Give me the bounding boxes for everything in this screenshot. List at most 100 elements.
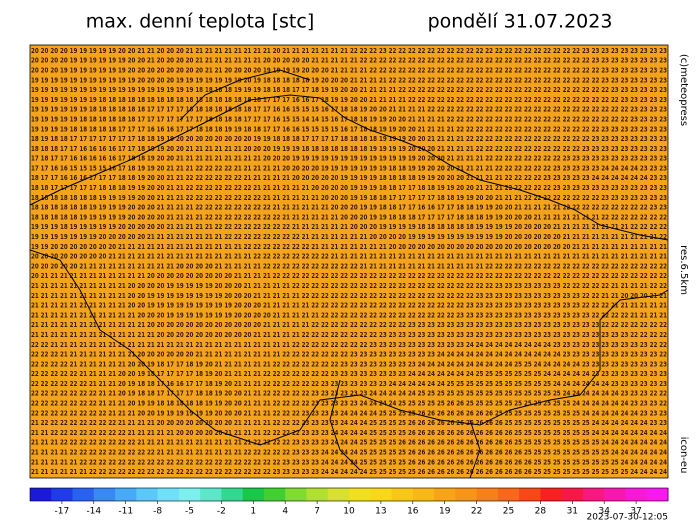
colorbar-segment: [327, 488, 350, 501]
colorbar-segment: [30, 488, 52, 501]
value-row: 18 18 17 17 17 17 17 18 18 18 19 19 20 2…: [31, 184, 667, 192]
colorbar-segment: [263, 488, 286, 501]
value-row: 21 21 21 21 21 21 21 21 21 21 21 21 20 2…: [31, 321, 667, 329]
colorbar-segment: [349, 488, 371, 501]
value-row: 22 22 22 22 22 21 21 21 21 20 20 19 18 1…: [31, 370, 667, 378]
colorbar-segment: [178, 488, 201, 501]
colorbar-segment: [519, 488, 541, 501]
value-row: 19 19 19 19 19 19 19 19 19 19 19 20 20 2…: [31, 76, 667, 84]
colorbar-label: 28: [535, 507, 547, 517]
timestamp: 2023-07-30-12:05: [587, 513, 669, 523]
border-south: [29, 249, 669, 446]
value-row: 20 20 20 20 20 20 20 20 21 21 21 21 21 2…: [31, 253, 667, 261]
value-row: 18 18 18 18 18 19 19 19 19 19 20 20 20 2…: [31, 213, 667, 221]
value-row: 20 21 21 21 21 21 21 21 21 21 21 21 20 2…: [31, 272, 667, 280]
value-grid: 20 20 20 20 19 19 19 19 19 20 20 21 21 2…: [31, 47, 667, 476]
colorbar-segment: [540, 488, 563, 501]
colorbar-segment: [434, 488, 456, 501]
map-area: [29, 44, 669, 479]
value-row: 20 20 20 19 19 19 19 19 19 19 20 20 20 2…: [31, 66, 667, 74]
value-row: 21 21 21 21 22 22 22 22 22 22 22 22 22 2…: [31, 449, 667, 457]
colorbar-segment: [221, 488, 244, 501]
value-row: 20 20 20 20 19 19 19 19 19 19 20 20 21 2…: [31, 57, 667, 65]
value-row: 22 22 22 21 21 21 21 21 21 21 21 20 20 2…: [31, 351, 667, 359]
colorbar-label: -2: [217, 507, 226, 517]
colorbar-segment: [412, 488, 435, 501]
colorbar-segment: [476, 488, 499, 501]
value-row: 22 22 22 22 22 22 22 21 21 20 19 18 18 1…: [31, 390, 667, 398]
value-row: 18 18 18 18 18 18 18 19 19 19 19 20 20 2…: [31, 194, 667, 202]
value-row: 19 19 19 18 19 19 19 19 19 20 20 20 20 2…: [31, 223, 667, 231]
colorbar-label: -8: [153, 507, 162, 517]
colorbar-segment: [370, 488, 393, 501]
value-row: 22 22 22 22 22 22 21 21 21 20 19 18 18 1…: [31, 380, 667, 388]
value-row: 22 22 22 22 22 22 22 22 21 21 21 20 20 1…: [31, 409, 667, 417]
colorbar-label: -14: [86, 507, 101, 517]
value-row: 18 18 18 17 17 16 16 16 16 17 17 18 19 1…: [31, 145, 667, 153]
title: max. denní teplota [stc]: [86, 11, 314, 33]
colorbar-segment: [455, 488, 478, 501]
value-row: 17 18 17 17 16 16 16 16 16 17 18 18 19 2…: [31, 155, 667, 163]
value-row: 20 20 20 20 19 19 19 19 19 20 20 21 21 2…: [31, 47, 667, 55]
colorbar-label: 22: [471, 507, 482, 517]
value-row: 22 22 22 22 22 22 22 21 21 21 20 19 19 1…: [31, 400, 667, 408]
colorbar: -17 -14 -11 -8 -5 -2 1 4 7 10 13 16 19 22 25 28 31 34 37: [29, 487, 669, 517]
colorbar-segment: [115, 488, 137, 501]
colorbar-segment: [285, 488, 307, 501]
value-row: 20 20 20 20 20 21 21 21 21 21 21 21 21 2…: [31, 262, 667, 270]
colorbar-label: -11: [118, 507, 133, 517]
colorbar-label: 16: [407, 507, 419, 517]
colorbar-label: 10: [343, 507, 355, 517]
colorbar-label: 37: [630, 507, 641, 517]
colorbar-segment: [93, 488, 116, 501]
colorbar-segment: [561, 488, 584, 501]
value-row: 19 19 19 19 18 18 18 18 18 17 17 17 16 1…: [31, 125, 667, 133]
colorbar-label: 25: [503, 507, 514, 517]
value-row: 18 19 18 18 17 17 17 17 17 17 17 18 18 1…: [31, 135, 667, 143]
region-line: [329, 379, 361, 471]
colorbar-segment: [242, 488, 265, 501]
colorbar-segment: [497, 488, 520, 501]
colorbar-segment: [136, 488, 159, 501]
colorbar-segment: [625, 488, 648, 501]
value-row: 21 21 21 21 21 21 21 21 21 21 20 20 20 2…: [31, 282, 667, 290]
region-line: [179, 69, 311, 121]
colorbar-segment: [582, 488, 605, 501]
colorbar-label: 7: [314, 507, 320, 517]
colorbar-label: 4: [282, 507, 288, 517]
value-row: 21 21 21 21 21 21 22 22 22 22 22 22 22 2…: [31, 468, 667, 476]
value-row: 19 19 19 19 19 19 19 18 18 18 18 18 18 1…: [31, 96, 667, 104]
value-row: 17 17 16 16 15 15 15 15 16 17 18 19 19 2…: [31, 164, 667, 172]
colorbar-label: -5: [185, 507, 194, 517]
value-row: 21 21 21 21 21 22 22 22 22 22 22 22 22 2…: [31, 458, 667, 466]
value-row: 21 21 21 21 21 21 21 21 21 21 21 20 20 2…: [31, 311, 667, 319]
border-north: [29, 94, 669, 241]
value-row: 21 21 21 22 22 22 22 22 22 22 22 21 21 2…: [31, 439, 667, 447]
value-row: 21 22 22 22 22 22 22 22 22 21 21 21 21 2…: [31, 419, 667, 427]
colorbar-segment: [200, 488, 222, 501]
borders: [29, 69, 669, 479]
colorbar-label: 31: [567, 507, 578, 517]
value-row: 22 22 22 22 21 21 21 21 21 21 20 20 19 1…: [31, 360, 667, 368]
value-row: 19 19 19 19 19 19 19 20 20 20 20 20 21 2…: [31, 233, 667, 241]
value-row: 18 18 18 18 18 18 19 19 19 19 20 20 20 2…: [31, 204, 667, 212]
date: pondělí 31.07.2023: [428, 11, 613, 33]
copyright: (c)meteopress: [678, 54, 689, 126]
colorbar-segment: [306, 488, 329, 501]
colorbar-segment: [604, 488, 626, 501]
value-row: 19 19 20 20 20 20 20 20 20 21 21 21 21 2…: [31, 243, 667, 251]
colorbar-label: 19: [439, 507, 451, 517]
colorbar-label: 13: [375, 507, 386, 517]
colorbar-label: 1: [250, 507, 256, 517]
value-row: 21 21 21 21 21 21 21 21 21 21 20 20 19 1…: [31, 302, 667, 310]
value-row: 21 21 21 21 21 21 21 21 21 21 21 21 21 2…: [31, 331, 667, 339]
region-line: [469, 419, 481, 479]
resolution: res.6.5km: [678, 245, 689, 295]
value-row: 21 21 22 22 22 22 22 22 22 22 21 21 21 2…: [31, 429, 667, 437]
colorbar-segment: [157, 488, 180, 501]
value-row: 21 21 21 21 21 21 21 21 21 21 20 20 19 1…: [31, 292, 667, 300]
colorbar-segment: [391, 488, 414, 501]
colorbar-label: 34: [598, 507, 610, 517]
value-row: 22 22 21 21 21 21 21 21 21 21 21 21 21 2…: [31, 341, 667, 349]
